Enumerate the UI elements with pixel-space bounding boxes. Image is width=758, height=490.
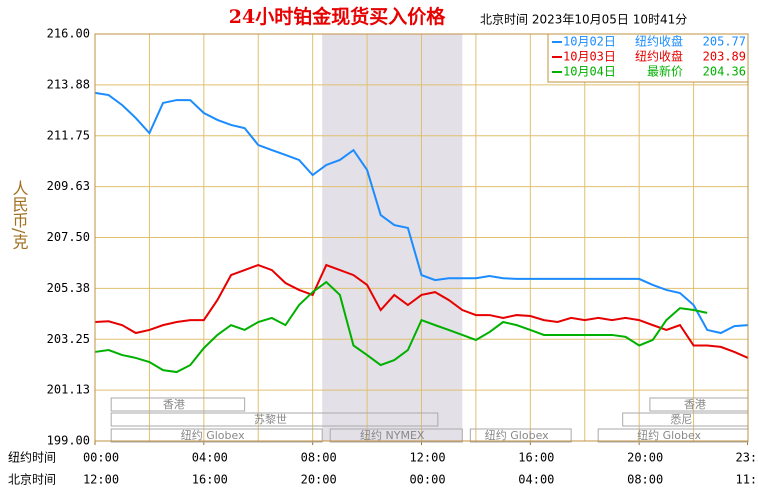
y-tick-label: 216.00 [47, 27, 90, 41]
legend-name: 10月04日 [563, 65, 616, 79]
session-label: 纽约 Globex [485, 428, 549, 442]
y-tick-label: 201.13 [47, 383, 90, 397]
session-label: 纽约 NYMEX [360, 428, 425, 442]
x-tick-label: 04:00 [192, 451, 228, 465]
x2-tick-label: 04:00 [518, 473, 554, 487]
y-tick-label: 199.00 [47, 434, 90, 448]
x-tick-label: 20:00 [627, 451, 663, 465]
x-tick-label: 23:59 [735, 451, 758, 465]
chart-subtitle: 北京时间 2023年10月05日 10时41分 [480, 13, 687, 27]
session-label: 纽约 Globex [637, 428, 701, 442]
session-label: 香港 [684, 398, 706, 411]
legend-value: 205.77 [703, 35, 746, 49]
session-box [110, 397, 246, 412]
x-tick-label: 08:00 [301, 451, 337, 465]
price-line [94, 280, 708, 374]
legend-label: 纽约收盘 [635, 49, 683, 64]
session-label: 悉尼 [670, 413, 692, 426]
x2-tick-label: 11:59 [735, 473, 758, 487]
legend-label: 最新价 [647, 64, 683, 79]
y-tick-label: 203.25 [47, 332, 90, 346]
x2-tick-label: 20:00 [301, 473, 337, 487]
x-axis-label: 纽约时间 [8, 450, 56, 465]
x2-axis-label: 北京时间 [8, 473, 56, 487]
session-box [110, 412, 439, 427]
session-label: 纽约 Globex [181, 428, 245, 442]
session-box [329, 428, 463, 443]
y-tick-label: 209.63 [47, 179, 90, 193]
session-label: 香港 [163, 398, 185, 411]
x2-tick-label: 12:00 [83, 473, 119, 487]
x-tick-label: 00:00 [83, 451, 119, 465]
legend-value: 203.89 [703, 50, 746, 64]
price-line [94, 91, 749, 335]
y-tick-label: 205.38 [47, 281, 90, 295]
x2-tick-label: 16:00 [192, 473, 228, 487]
x2-tick-label: 08:00 [627, 473, 663, 487]
y-axis-label: 人民币/克 [10, 180, 29, 250]
chart-title: 24小时铂金现货买入价格 [229, 5, 446, 28]
legend-name: 10月03日 [563, 50, 616, 64]
session-box [469, 428, 572, 443]
session-box [110, 428, 323, 443]
legend-value: 204.36 [703, 65, 746, 79]
x2-tick-label: 00:00 [409, 473, 445, 487]
y-tick-label: 213.88 [47, 77, 90, 91]
x-tick-label: 16:00 [518, 451, 554, 465]
legend-label: 纽约收盘 [635, 34, 683, 49]
x-tick-label: 12:00 [409, 451, 445, 465]
session-label: 苏黎世 [254, 412, 287, 426]
y-tick-label: 207.50 [47, 230, 90, 244]
legend-box [547, 33, 749, 83]
plot-frame [94, 33, 749, 442]
price-line [94, 263, 749, 359]
legend-name: 10月02日 [563, 35, 616, 49]
y-tick-label: 211.75 [47, 128, 90, 142]
